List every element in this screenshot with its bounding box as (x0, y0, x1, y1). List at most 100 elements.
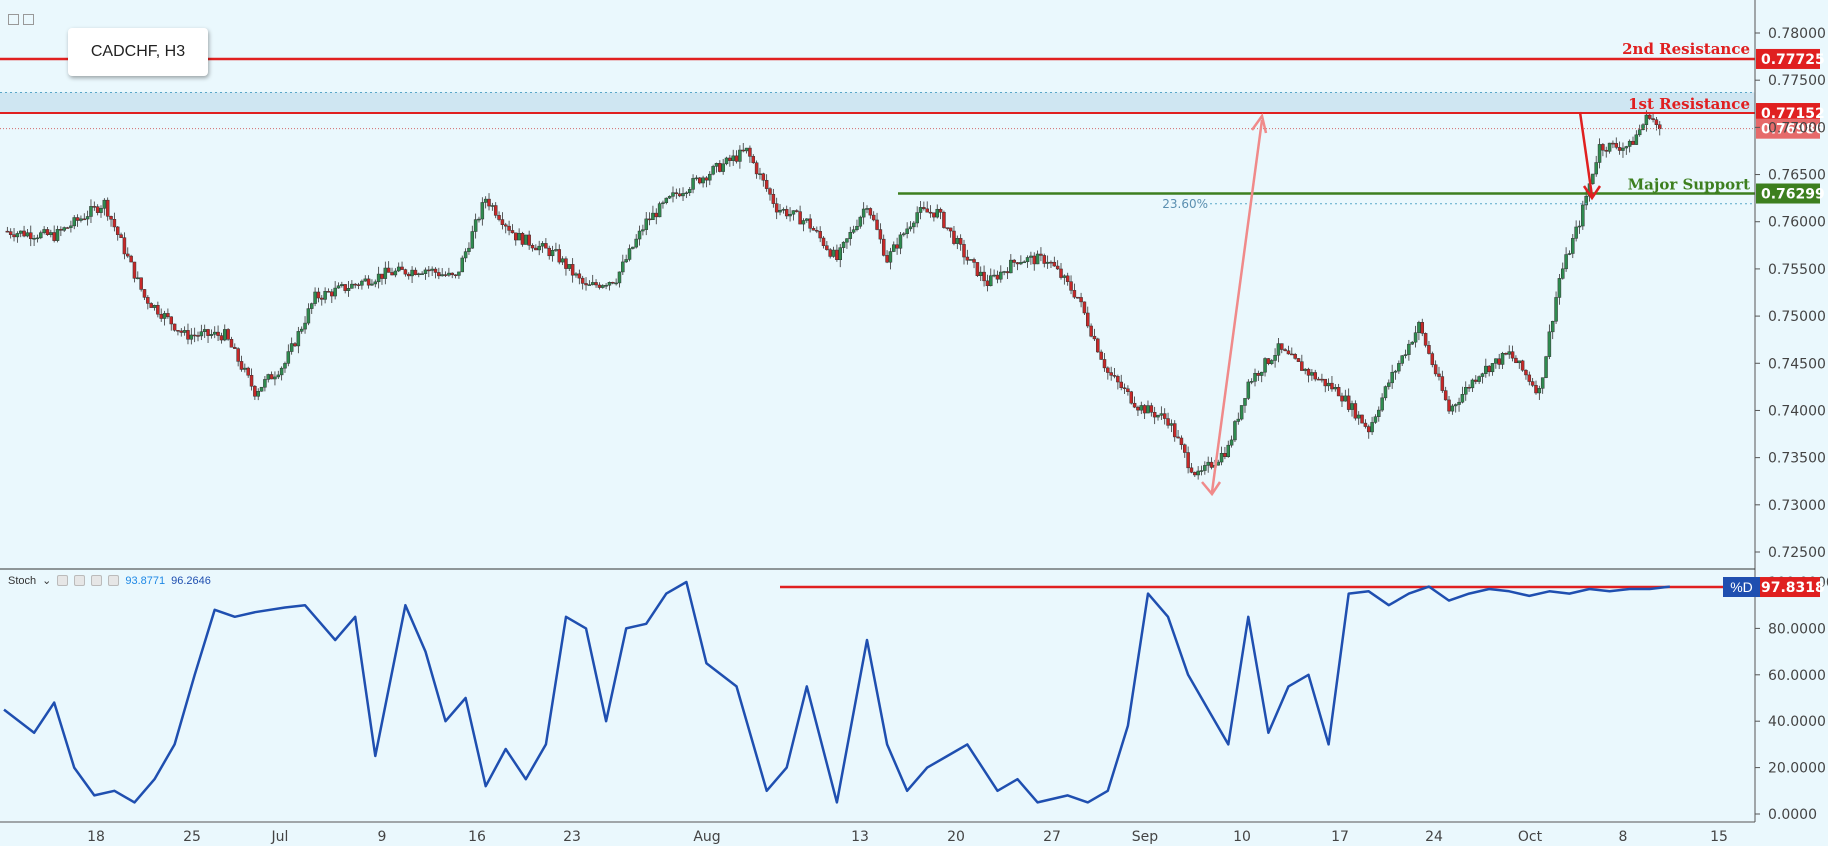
time-tick-label: Oct (1518, 829, 1543, 845)
candle-body (1082, 301, 1087, 314)
candle-body (925, 208, 929, 213)
candle-body (370, 283, 374, 286)
candle-body (587, 284, 592, 286)
candle-body (1363, 422, 1368, 427)
candle-body (166, 313, 170, 318)
candle-body (677, 193, 682, 197)
candle-body (731, 155, 735, 161)
candle-body (764, 179, 769, 189)
candle-body (1109, 372, 1113, 376)
candle-body (1042, 255, 1047, 264)
candle-body (25, 232, 30, 237)
candle-body (684, 192, 689, 195)
up-arrow-tail (1201, 481, 1222, 497)
candle-body (149, 303, 153, 308)
candle-body (1283, 349, 1287, 352)
candle-body (443, 274, 448, 276)
add-icon[interactable] (91, 575, 103, 586)
candle-body (1303, 368, 1307, 371)
candle-body (1249, 381, 1254, 383)
candle-body (1199, 470, 1204, 472)
candle-body (1136, 406, 1140, 411)
candle-body (1142, 405, 1147, 414)
candle-body (126, 253, 130, 257)
candle-body (1062, 275, 1067, 278)
eye-icon[interactable] (57, 575, 69, 586)
candle-body (1233, 421, 1237, 441)
maximize-icon[interactable] (23, 14, 34, 25)
candle-body (263, 379, 267, 388)
candle-body (1356, 414, 1361, 419)
candle-body (607, 282, 612, 286)
candle-body (1637, 129, 1642, 136)
candle-body (1035, 253, 1040, 265)
candle-body (1413, 332, 1418, 343)
candle-body (1467, 387, 1471, 389)
settings-icon[interactable] (74, 575, 86, 586)
price-tick-label: 0.75500 (1768, 262, 1826, 278)
candle-body (1340, 395, 1344, 402)
candle-body (356, 284, 361, 286)
candle-body (574, 273, 578, 276)
candle-body (1306, 368, 1311, 376)
panel-controls[interactable] (8, 14, 34, 25)
candle-body (1119, 381, 1123, 388)
down-arrow-head (1582, 185, 1602, 201)
candle-body (1644, 114, 1649, 125)
candle-body (1009, 259, 1013, 274)
candle-body (928, 211, 933, 214)
candle-body (189, 334, 194, 340)
candle-body (1065, 275, 1070, 282)
candle-body (1096, 338, 1100, 353)
candle-body (600, 285, 605, 288)
candle-body (1547, 331, 1552, 357)
candle-body (918, 207, 923, 213)
candle-body (463, 251, 468, 259)
candle-body (152, 305, 157, 308)
candle-body (8, 231, 13, 235)
candle-body (982, 271, 986, 282)
candle-body (898, 234, 903, 249)
candle-body (788, 213, 792, 217)
candle-body (1534, 385, 1538, 394)
candle-body (162, 313, 167, 319)
candle-body (1517, 360, 1522, 364)
candle-body (216, 331, 220, 336)
candle-body (1651, 118, 1655, 120)
candle-body (192, 334, 197, 337)
candle-body (386, 267, 391, 273)
candle-body (1343, 395, 1348, 402)
candle-body (12, 234, 16, 238)
candle-body (989, 275, 993, 287)
candle-body (805, 218, 809, 221)
candle-body (115, 226, 120, 235)
up-arrow-head (1250, 113, 1268, 134)
candle-body (229, 339, 234, 348)
candle-body (687, 189, 692, 194)
candle-body (691, 178, 695, 190)
candle-body (1045, 261, 1050, 264)
candle-body (517, 233, 521, 241)
stoch-value-tag (1756, 577, 1820, 598)
candle-body (1313, 372, 1317, 380)
collapse-icon[interactable] (8, 14, 19, 25)
candle-body (89, 206, 93, 217)
candle-body (212, 331, 217, 335)
chevron-down-icon[interactable]: ⌄ (42, 575, 52, 587)
candle-body (376, 273, 381, 283)
candle-body (196, 335, 200, 337)
candle-body (1617, 147, 1622, 151)
candle-body (1463, 387, 1468, 395)
candle-body (320, 297, 324, 300)
candle-body (410, 269, 414, 277)
candle-body (112, 218, 117, 228)
close-icon[interactable] (108, 575, 120, 586)
candle-body (671, 192, 675, 197)
candle-body (276, 374, 281, 378)
candle-body (965, 256, 970, 261)
time-tick-label: 9 (378, 829, 387, 845)
candle-body (62, 227, 66, 231)
candle-body (1072, 290, 1077, 298)
candle-body (1236, 418, 1241, 422)
